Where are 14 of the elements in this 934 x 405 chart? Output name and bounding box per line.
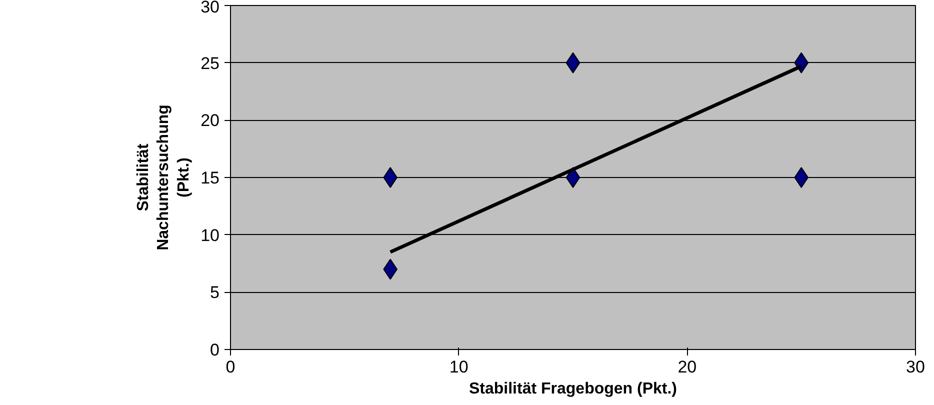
y-tick-label: 15	[200, 168, 220, 188]
point	[566, 167, 580, 188]
y-tick-label: 5	[210, 283, 220, 302]
y-axis-title: Stabilität Nachuntersuchung (Pkt.)	[134, 104, 193, 250]
y-tick-label: 25	[200, 54, 220, 73]
y-tick-label: 0	[210, 340, 220, 360]
x-tick-label: 30	[906, 358, 925, 376]
y-tick-label: 30	[200, 0, 220, 16]
x-tick-label: 20	[678, 358, 697, 376]
x-tick-label: 0	[226, 358, 236, 376]
x-tick-label: 10	[449, 358, 468, 376]
y-tick-label: 20	[200, 111, 220, 130]
x-axis-title: Stabilität Fragebogen (Pkt.)	[468, 380, 678, 398]
y-tick-label: 10	[200, 226, 220, 245]
